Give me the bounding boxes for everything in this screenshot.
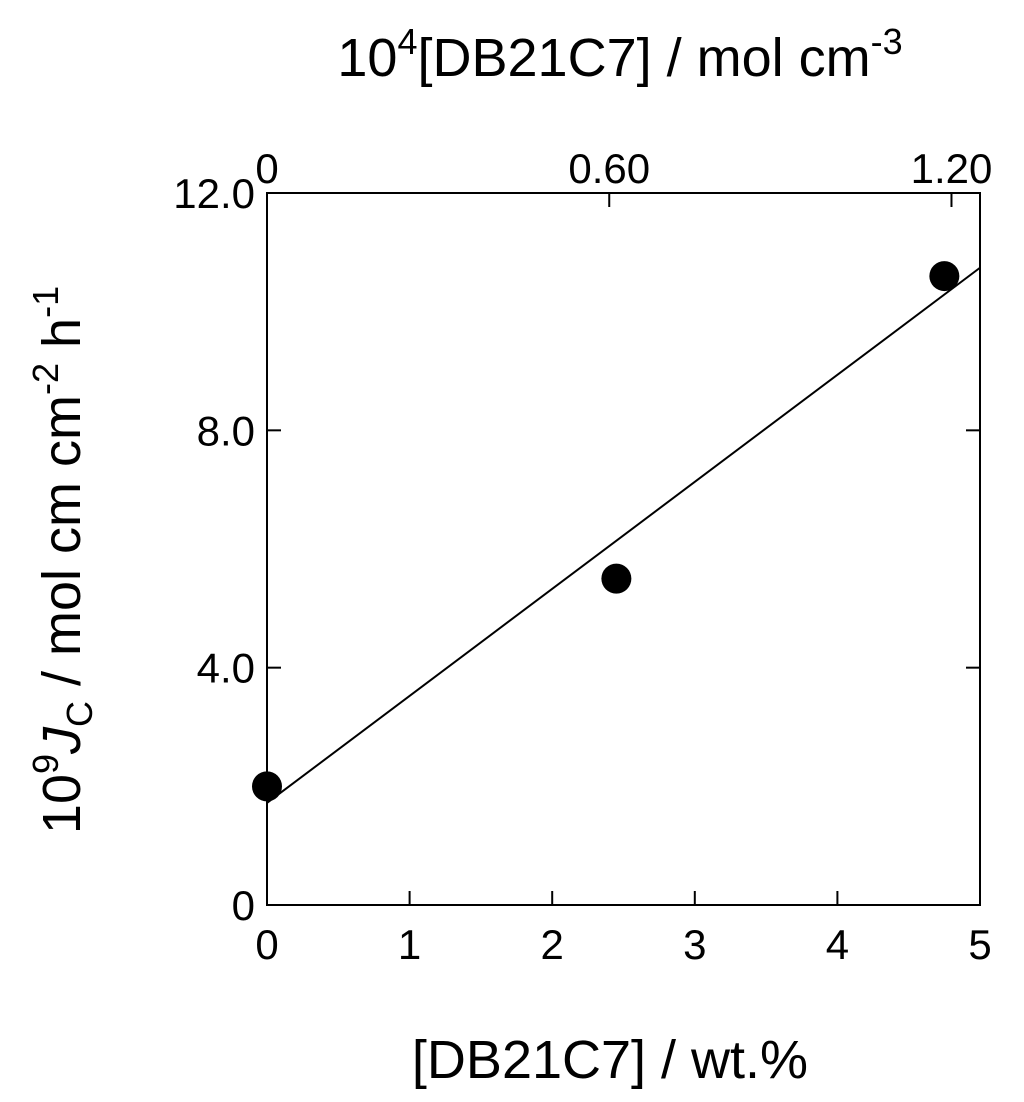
x-tick-label: 4 — [826, 921, 849, 968]
y-tick-label: 4.0 — [197, 645, 255, 692]
x-tick-label: 5 — [968, 921, 991, 968]
y-tick-label: 0 — [232, 882, 255, 929]
x2-tick-label: 1.20 — [911, 145, 993, 192]
x-tick-label: 3 — [683, 921, 706, 968]
x-tick-label: 0 — [255, 921, 278, 968]
data-point — [601, 563, 632, 594]
x2-axis-label: 104[DB21C7] / mol cm-3 — [337, 21, 902, 88]
x-tick-label: 2 — [541, 921, 564, 968]
fit-line — [266, 266, 981, 804]
plot-frame — [266, 192, 981, 906]
y-tick-label: 12.0 — [173, 170, 255, 217]
x-axis-label: [DB21C7] / wt.% — [412, 1030, 808, 1090]
x2-tick-label: 0.60 — [568, 145, 650, 192]
x2-tick-label: 0 — [255, 145, 278, 192]
x-tick-label: 1 — [398, 921, 421, 968]
y-tick-label: 8.0 — [197, 407, 255, 454]
data-point — [252, 771, 282, 802]
y-axis-label: 109JC / mol cm cm-2 h-1 — [25, 286, 100, 834]
data-point — [929, 261, 960, 292]
